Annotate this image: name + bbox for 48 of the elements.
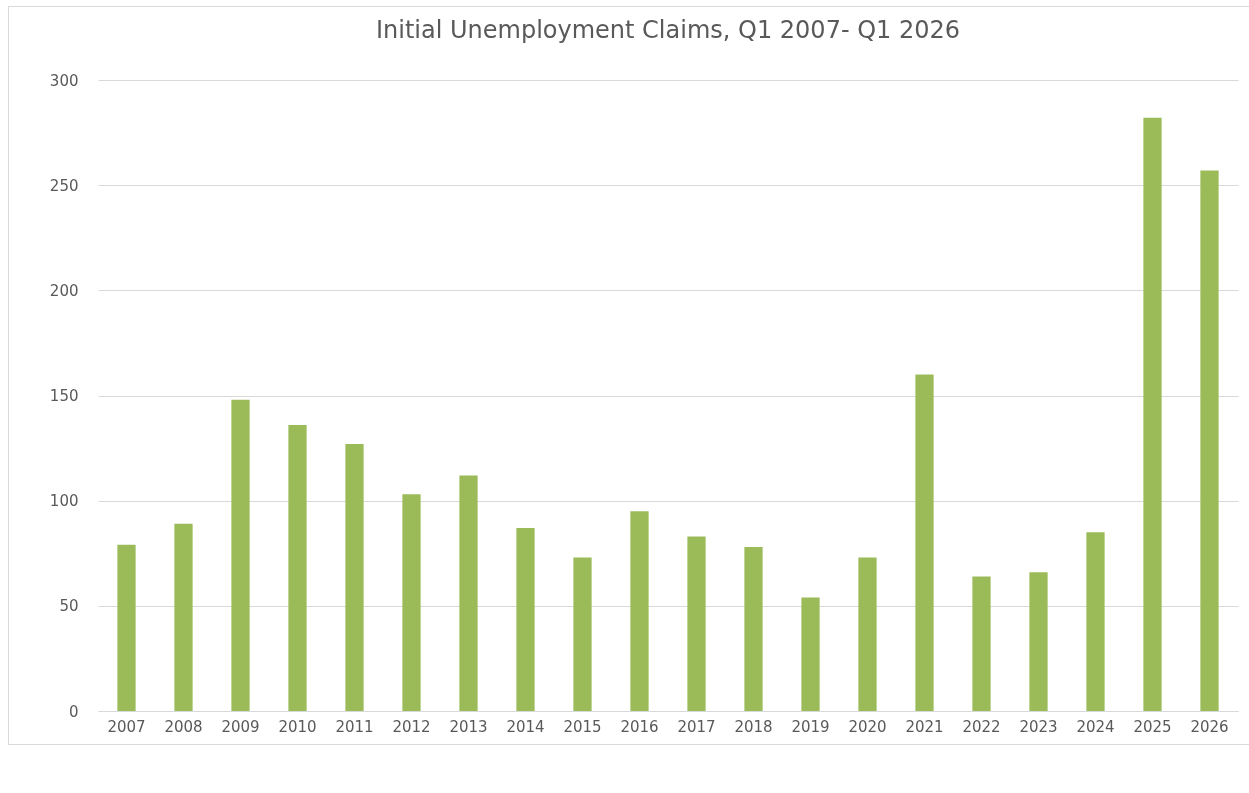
- bar: [1086, 532, 1105, 711]
- bar: [858, 557, 877, 711]
- y-tick-label: 300: [49, 71, 79, 90]
- bar: [630, 511, 649, 711]
- x-tick-label: 2009: [221, 717, 260, 736]
- y-tick-label: 200: [49, 281, 79, 300]
- x-tick-label: 2019: [791, 717, 830, 736]
- bar: [1200, 170, 1219, 711]
- bar: [1029, 572, 1048, 711]
- x-tick-label: 2020: [848, 717, 887, 736]
- bar: [1143, 117, 1162, 711]
- y-tick-label: 0: [68, 702, 79, 721]
- x-tick-label: 2011: [335, 717, 374, 736]
- x-tick-label: 2007: [107, 717, 146, 736]
- x-tick-label: 2026: [1190, 717, 1229, 736]
- y-tick-label: 50: [59, 597, 79, 616]
- bar: [573, 557, 592, 711]
- x-tick-label: 2023: [1019, 717, 1058, 736]
- x-tick-label: 2018: [734, 717, 773, 736]
- bar: [915, 374, 934, 711]
- x-tick-label: 2010: [278, 717, 317, 736]
- bar: [117, 544, 136, 711]
- x-tick-label: 2024: [1076, 717, 1115, 736]
- x-tick-label: 2012: [392, 717, 431, 736]
- y-tick-label: 250: [49, 176, 79, 195]
- x-tick-label: 2025: [1133, 717, 1172, 736]
- bar: [459, 475, 478, 711]
- x-tick-label: 2013: [449, 717, 488, 736]
- chart-title: Initial Unemployment Claims, Q1 2007- Q1 2026: [375, 16, 961, 44]
- bar: [744, 546, 763, 711]
- bar: [972, 576, 991, 711]
- bar: [687, 536, 706, 711]
- bar: [231, 399, 250, 711]
- x-tick-label: 2022: [962, 717, 1001, 736]
- bar: [174, 523, 193, 711]
- x-tick-label: 2021: [905, 717, 944, 736]
- bar: [288, 424, 307, 711]
- y-tick-label: 150: [49, 387, 79, 405]
- x-tick-label: 2015: [563, 717, 602, 736]
- x-tick-label: 2017: [677, 717, 716, 736]
- x-tick-label: 2016: [620, 717, 659, 736]
- bar: [801, 597, 820, 711]
- y-tick-label: 100: [49, 492, 79, 511]
- bar: [402, 494, 421, 711]
- x-tick-label: 2008: [164, 717, 203, 736]
- x-tick-label: 2014: [506, 717, 545, 736]
- bar: [345, 443, 364, 711]
- bar: [516, 528, 535, 711]
